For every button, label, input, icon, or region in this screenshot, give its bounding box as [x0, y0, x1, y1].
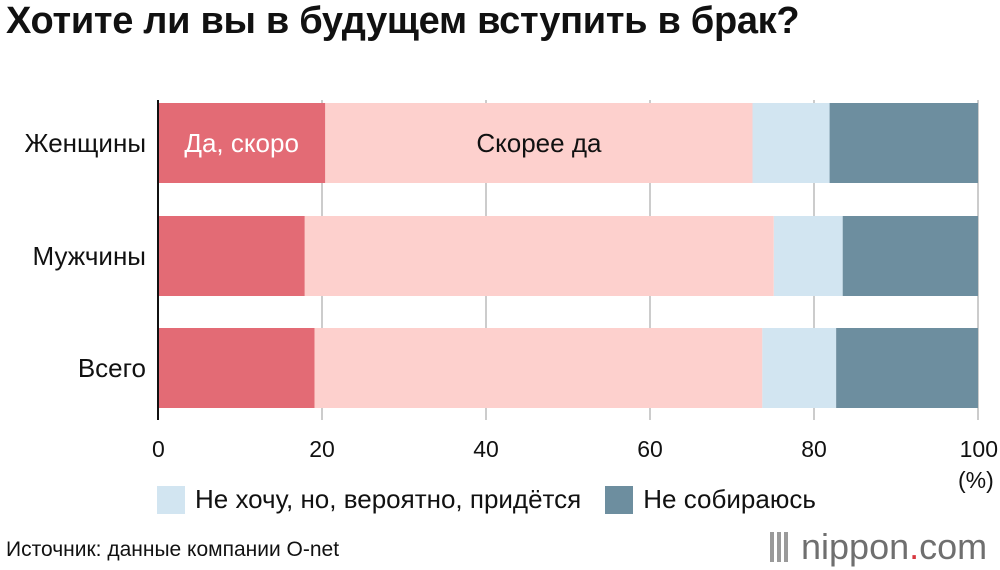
x-tick-label: 100: [960, 436, 998, 462]
x-tick-label: 40: [473, 436, 499, 462]
legend-swatch-no-but-will: [157, 485, 185, 514]
inline-label: Скорее да: [476, 128, 602, 158]
bar-segment-1-2: [314, 328, 763, 408]
bar-segment-2-0: [752, 103, 830, 183]
logo-dot: .: [909, 526, 920, 567]
legend-label-not-planning: Не собираюсь: [643, 484, 816, 514]
x-tick-label: 80: [801, 436, 827, 462]
bar-segment-0-0: [158, 103, 326, 183]
bar-segment-3-2: [836, 328, 978, 408]
logo-tld: com: [919, 526, 988, 567]
bar-segment-2-2: [762, 328, 837, 408]
legend-item-not-planning: Не собираюсь: [605, 484, 816, 515]
bar-segment-1-1: [304, 216, 774, 296]
bar-segment-3-0: [829, 103, 978, 183]
logo-name: nippon: [801, 526, 910, 567]
category-label: Всего: [78, 353, 146, 383]
x-tick-label: 60: [637, 436, 663, 462]
legend-swatch-not-planning: [605, 485, 634, 514]
legend-label-no-but-will: Не хочу, но, вероятно, придётся: [195, 484, 582, 514]
x-tick-label: 0: [152, 436, 165, 462]
nippon-logo[interactable]: nippon. com: [770, 526, 987, 568]
x-tick-label: 20: [309, 436, 335, 462]
bar-segment-3-1: [842, 216, 978, 296]
category-label: Женщины: [25, 128, 146, 158]
logo-bars-icon: [770, 532, 791, 562]
chart-title: Хотите ли вы в будущем вступить в брак?: [6, 0, 800, 42]
bar-segment-2-1: [773, 216, 843, 296]
legend-item-no-but-will: Не хочу, но, вероятно, придётся: [157, 484, 581, 515]
bar-segment-1-0: [325, 103, 753, 183]
source-note: Источник: данные компании O-net: [6, 538, 340, 561]
legend: Не хочу, но, вероятно, придётся Не собир…: [157, 484, 840, 515]
category-label: Мужчины: [33, 241, 146, 271]
unit-label: (%): [958, 467, 994, 493]
bar-segment-0-2: [158, 328, 315, 408]
inline-label: Да, скоро: [184, 128, 299, 158]
bar-segment-0-1: [158, 216, 305, 296]
